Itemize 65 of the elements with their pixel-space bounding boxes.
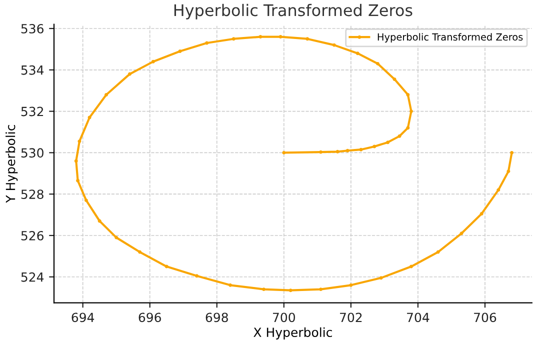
point: [76, 178, 80, 182]
point: [278, 35, 282, 39]
y-tick-label: 524: [21, 272, 44, 282]
point: [104, 93, 108, 96]
point: [349, 283, 353, 287]
point: [319, 150, 323, 154]
point: [205, 41, 209, 45]
point: [406, 126, 410, 130]
point: [84, 198, 88, 202]
point: [406, 93, 410, 96]
point: [332, 43, 336, 47]
point: [128, 72, 132, 76]
point: [288, 288, 292, 292]
point: [346, 148, 350, 152]
chart-title: Hyperbolic Transformed Zeros: [174, 4, 412, 20]
point: [506, 170, 510, 174]
x-tick-label: 700: [272, 312, 295, 322]
point: [151, 60, 155, 64]
point: [410, 264, 413, 268]
y-tick-label: 532: [21, 106, 44, 116]
point: [138, 250, 142, 254]
point: [258, 35, 262, 39]
point: [178, 50, 182, 54]
y-tick-label: 530: [21, 148, 44, 158]
point: [386, 140, 390, 144]
point: [262, 288, 266, 292]
y-axis-title: Y Hyperbolic: [6, 125, 18, 203]
point: [376, 62, 380, 66]
x-axis-title: X Hyperbolic: [254, 327, 332, 340]
point: [480, 212, 484, 216]
point: [114, 236, 118, 240]
point: [460, 232, 464, 236]
point: [232, 37, 236, 41]
point: [336, 150, 340, 154]
point: [379, 276, 383, 280]
point: [410, 110, 413, 114]
y-tick-label: 526: [21, 230, 44, 240]
point: [510, 150, 514, 154]
point: [398, 134, 402, 138]
point: [496, 188, 500, 192]
point: [195, 274, 199, 278]
x-tick-label: 698: [206, 312, 228, 322]
legend-label: Hyperbolic Transformed Zeros: [378, 33, 523, 43]
point: [319, 288, 323, 292]
x-tick-label: 706: [474, 312, 496, 322]
y-tick-label: 536: [21, 24, 44, 34]
point: [98, 219, 102, 223]
point: [78, 140, 82, 144]
point: [356, 52, 360, 56]
point: [359, 148, 363, 152]
x-tick-label: 696: [138, 312, 161, 322]
point: [88, 116, 92, 120]
point: [372, 144, 376, 148]
point: [228, 283, 232, 287]
x-tick-label: 702: [340, 312, 362, 322]
x-tick-label: 694: [72, 312, 94, 322]
point: [306, 37, 310, 41]
point: [282, 150, 286, 154]
point: [164, 264, 168, 268]
y-tick-label: 534: [21, 65, 44, 75]
point: [74, 159, 78, 163]
y-tick-label: 528: [21, 190, 44, 200]
point: [436, 250, 440, 254]
point: [392, 77, 396, 81]
x-tick-label: 704: [407, 312, 430, 322]
